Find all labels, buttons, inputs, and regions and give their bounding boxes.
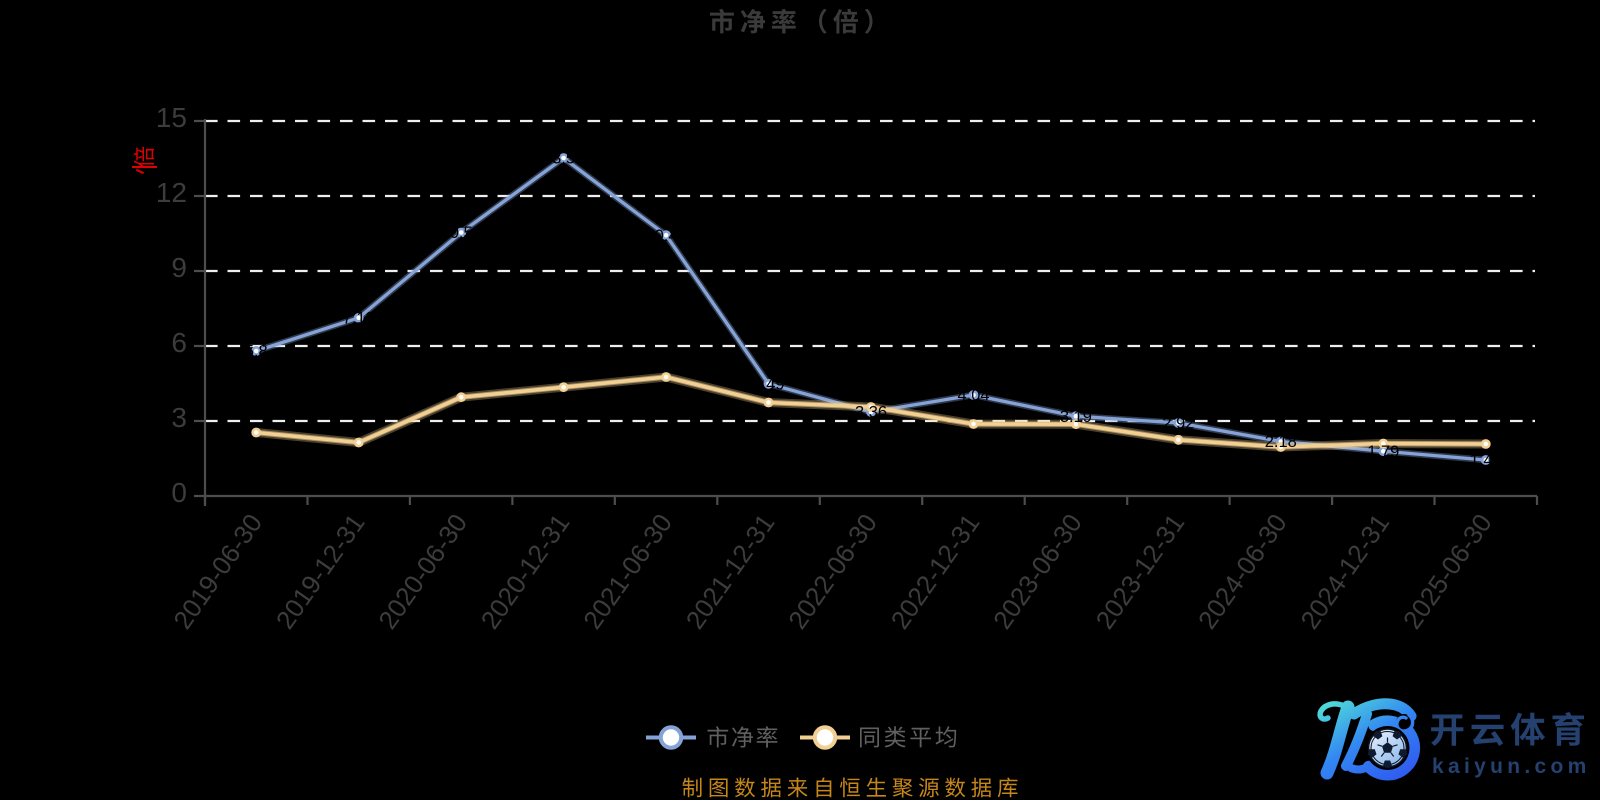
svg-text:3.36: 3.36 (855, 404, 887, 422)
svg-text:15: 15 (156, 102, 187, 133)
svg-text:6: 6 (171, 327, 187, 358)
svg-text:7.13: 7.13 (343, 309, 375, 327)
svg-text:4.04: 4.04 (957, 387, 989, 405)
svg-text:3.19: 3.19 (1060, 408, 1092, 426)
svg-text:kaiyun.com: kaiyun.com (1432, 755, 1591, 778)
svg-text:4.49: 4.49 (752, 375, 784, 393)
svg-text:0: 0 (171, 477, 187, 508)
svg-text:1.79: 1.79 (1367, 443, 1399, 461)
svg-text:10.43: 10.43 (645, 227, 686, 245)
svg-text:13.52: 13.52 (543, 150, 584, 168)
svg-text:2.92: 2.92 (1162, 415, 1194, 433)
svg-text:1.44: 1.44 (1470, 452, 1502, 470)
svg-text:10.54: 10.54 (441, 224, 482, 242)
svg-text:3: 3 (171, 402, 187, 433)
svg-text:12: 12 (156, 177, 187, 208)
svg-text:5.8: 5.8 (245, 343, 268, 361)
svg-text:2.18: 2.18 (1265, 433, 1297, 451)
svg-text:9: 9 (171, 252, 187, 283)
